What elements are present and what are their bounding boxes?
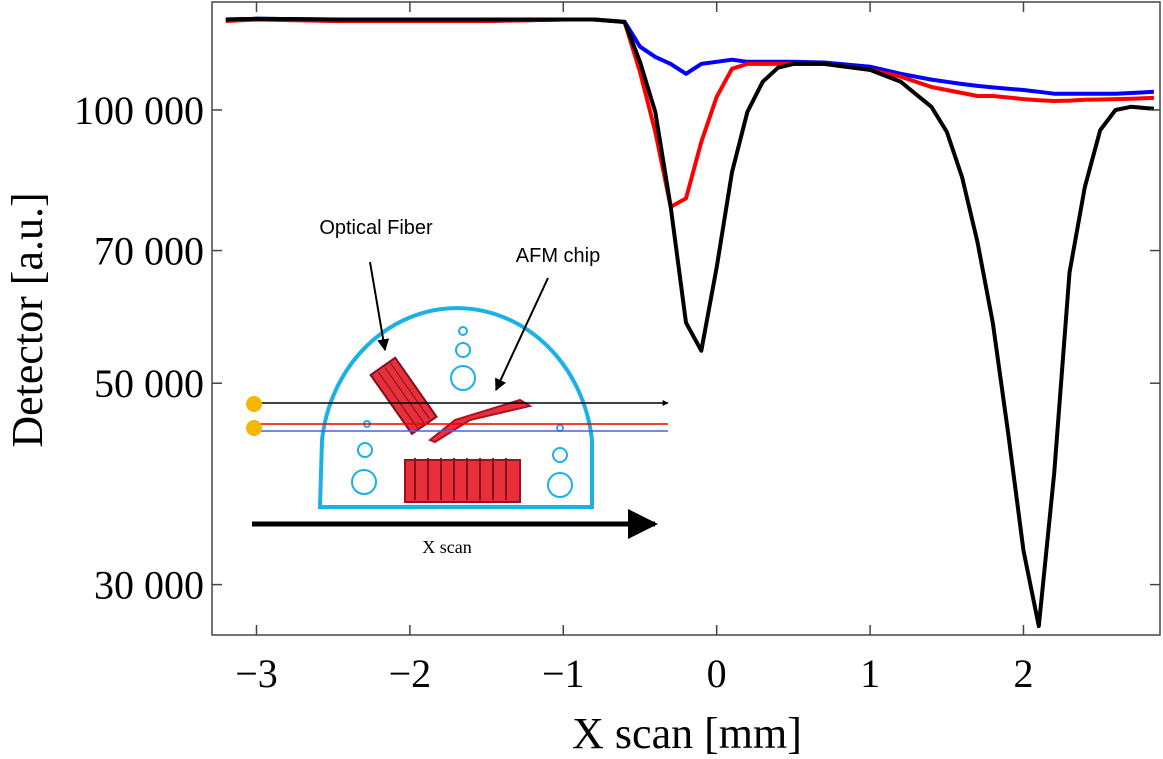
series-layer	[225, 16, 1155, 629]
bubble	[450, 365, 476, 391]
y-tick-label: 50 000	[94, 361, 204, 406]
bubble	[357, 442, 373, 458]
bubble	[351, 469, 377, 495]
optical-fiber	[369, 356, 438, 436]
series-line	[225, 16, 1155, 629]
sample-comb	[404, 459, 521, 503]
x-tick-label: 1	[860, 651, 880, 696]
bubble	[552, 447, 568, 463]
inset-dome	[317, 306, 594, 509]
arrow	[369, 261, 390, 352]
bubble	[556, 424, 564, 432]
x-tick-label: −1	[542, 651, 585, 696]
x-tick-label: 0	[707, 651, 727, 696]
y-axis-label: Detector [a.u.]	[3, 192, 52, 447]
x-axis-label: X scan [mm]	[572, 709, 802, 758]
annotation: X scan	[422, 537, 471, 557]
series-line	[225, 16, 1155, 96]
x-tick-label: −3	[235, 651, 278, 696]
bubble	[455, 342, 471, 358]
inset-diagram: Optical Fiber AFM chip X scan	[246, 217, 669, 557]
y-tick-label: 30 000	[94, 563, 204, 608]
y-tick-label: 100 000	[74, 88, 204, 133]
bubble	[547, 472, 573, 498]
source-dot	[246, 396, 262, 412]
x-tick-label: 2	[1013, 651, 1033, 696]
y-tick-label: 70 000	[94, 229, 204, 274]
source-dot	[246, 420, 262, 436]
plot-frame	[211, 1, 1161, 636]
comb-lines	[414, 458, 507, 500]
bubble	[458, 326, 468, 336]
afm-chip	[428, 398, 533, 444]
annotation: Optical Fiber	[319, 217, 433, 239]
series-line	[225, 17, 1154, 209]
annotation: AFM chip	[516, 245, 600, 267]
x-tick-label: −2	[389, 651, 432, 696]
arrow	[495, 277, 549, 392]
